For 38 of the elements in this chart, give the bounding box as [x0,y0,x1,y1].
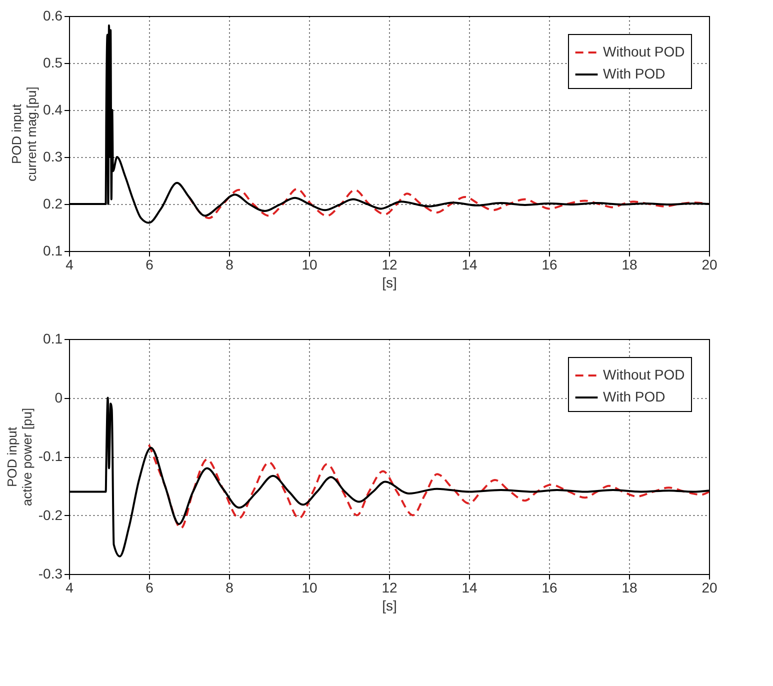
x-tick-label: 14 [462,256,478,272]
x-tick-label: 4 [66,580,74,596]
legend-label: Without POD [603,44,685,60]
x-tick-label: 20 [702,256,718,272]
y-tick-label: -0.1 [38,448,63,464]
x-tick-label: 8 [226,580,234,596]
x-tick-label: 20 [702,580,718,596]
y-tick-label: 0.6 [43,8,63,24]
legend-label: With POD [603,66,666,82]
x-tick-label: 12 [382,256,398,272]
x-tick-label: 6 [146,580,154,596]
legend-label: Without POD [603,366,685,382]
x-tick-label: 8 [226,256,234,272]
x-tick-label: 10 [302,256,318,272]
y-tick-label: -0.3 [38,566,63,582]
y-tick-label: 0.4 [43,102,63,118]
y-axis-title: POD input current mag.[pu] [9,86,40,182]
x-axis-title: [s] [382,274,397,290]
y-tick-label: 0 [54,389,63,406]
y-axis-title: POD input active power [pu] [4,408,34,506]
x-tick-label: 6 [146,256,154,272]
x-axis-title: [s] [382,598,397,614]
x-tick-label: 16 [542,256,558,272]
x-tick-label: 16 [542,580,558,596]
x-tick-label: 18 [622,256,638,272]
x-tick-label: 4 [66,256,74,272]
legend-label: With POD [603,388,666,404]
y-tick-label: 0.5 [43,54,63,70]
y-tick-label: -0.2 [38,506,63,523]
y-tick-label: 0.1 [43,330,63,346]
x-tick-label: 12 [382,580,398,596]
y-tick-label: 0.2 [43,196,63,212]
x-tick-label: 18 [622,580,638,596]
x-tick-label: 14 [462,580,478,596]
y-tick-label: 0.1 [43,242,63,258]
y-tick-label: 0.3 [43,148,63,164]
line-series [148,444,709,530]
x-tick-label: 10 [302,580,318,596]
